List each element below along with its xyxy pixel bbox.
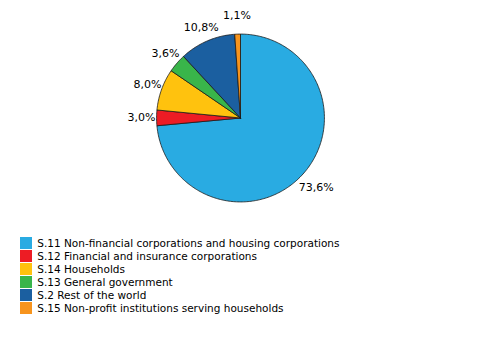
html-text:S.11 Non-financial corporation: S.11 Non-financial corporations and hous… (37, 237, 340, 249)
svg-text:8,0%: 8,0% (133, 78, 161, 91)
html-text:S.14 Households: S.14 Households (37, 263, 125, 275)
html-text:S.13 General government: S.13 General government (37, 276, 173, 288)
svg-text:3,6%: 3,6% (151, 47, 179, 60)
html-text:S.15 Non-profit institutions s: S.15 Non-profit institutions serving hou… (37, 302, 284, 314)
svg-text:73,6%: 73,6% (299, 180, 334, 193)
svg-text:10,8%: 10,8% (184, 21, 219, 34)
html-text:S.12 Financial and insurance c: S.12 Financial and insurance corporation… (37, 250, 257, 262)
svg-text:1,1%: 1,1% (223, 9, 251, 22)
html-text:S.2 Rest of the world: S.2 Rest of the world (37, 289, 147, 301)
svg-text:3,0%: 3,0% (127, 111, 155, 124)
